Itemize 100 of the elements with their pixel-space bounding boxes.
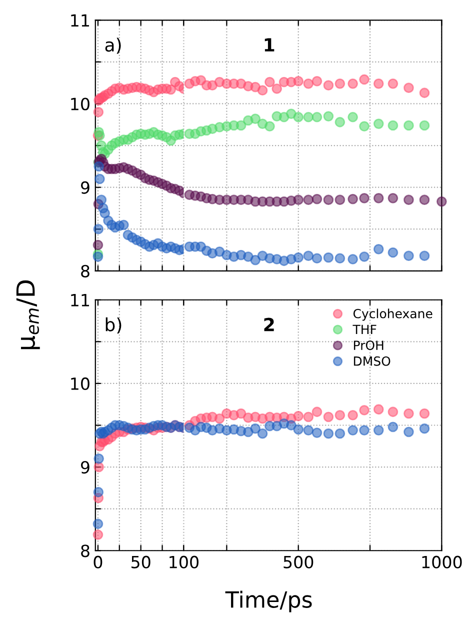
point bbox=[348, 112, 358, 122]
y-tick-label: 10 bbox=[71, 98, 90, 110]
y-tick-label: 8 bbox=[81, 544, 90, 558]
point bbox=[236, 120, 246, 131]
x-tick-label: 1000 bbox=[422, 556, 462, 568]
point bbox=[293, 112, 304, 122]
point bbox=[293, 410, 304, 422]
point bbox=[348, 78, 358, 89]
point bbox=[359, 192, 370, 204]
point bbox=[404, 426, 414, 438]
point bbox=[96, 194, 107, 206]
point bbox=[419, 250, 430, 262]
point bbox=[323, 111, 334, 122]
point bbox=[303, 250, 314, 262]
legend-label: PrOH bbox=[354, 340, 384, 350]
point bbox=[93, 224, 104, 234]
point bbox=[359, 74, 370, 85]
point bbox=[359, 121, 370, 132]
point bbox=[323, 412, 334, 422]
x-tick-label: 100 bbox=[170, 556, 198, 568]
point bbox=[312, 76, 322, 86]
point bbox=[404, 194, 414, 206]
point bbox=[334, 194, 346, 206]
point bbox=[293, 252, 304, 263]
point bbox=[94, 462, 104, 472]
point bbox=[419, 120, 430, 131]
point bbox=[264, 121, 275, 132]
point bbox=[348, 425, 358, 436]
point bbox=[373, 425, 384, 436]
point bbox=[419, 88, 430, 98]
annotation: a) bbox=[105, 38, 121, 54]
point bbox=[404, 120, 414, 131]
point bbox=[323, 194, 334, 206]
point bbox=[334, 428, 346, 439]
point bbox=[312, 112, 322, 122]
point bbox=[373, 118, 384, 129]
point bbox=[436, 196, 447, 207]
point bbox=[348, 254, 358, 264]
point bbox=[92, 530, 104, 540]
point bbox=[94, 174, 105, 184]
point bbox=[92, 251, 104, 262]
point bbox=[373, 404, 384, 415]
point bbox=[359, 251, 370, 262]
point bbox=[286, 420, 296, 430]
point bbox=[388, 192, 398, 204]
point bbox=[92, 240, 104, 250]
y-tick-label: 9 bbox=[80, 181, 90, 194]
point bbox=[257, 428, 268, 439]
x-tick-label: 0 bbox=[94, 556, 102, 568]
point bbox=[404, 408, 414, 419]
point bbox=[419, 423, 430, 434]
point bbox=[94, 161, 104, 172]
y-tick-label: 11 bbox=[71, 14, 89, 26]
point bbox=[419, 194, 430, 206]
point bbox=[334, 253, 346, 264]
point bbox=[303, 425, 314, 436]
point bbox=[303, 412, 314, 422]
point bbox=[312, 194, 322, 204]
point bbox=[373, 192, 384, 204]
point bbox=[388, 247, 398, 258]
point bbox=[250, 254, 261, 266]
point bbox=[93, 106, 104, 118]
point bbox=[250, 423, 261, 434]
point bbox=[312, 253, 322, 264]
point bbox=[373, 244, 384, 254]
point bbox=[388, 78, 398, 89]
point bbox=[359, 425, 370, 436]
point bbox=[118, 220, 129, 230]
point bbox=[323, 80, 334, 91]
point bbox=[359, 405, 370, 416]
y-axis-title: μ$_{em}$/D bbox=[16, 280, 40, 350]
point bbox=[388, 406, 398, 418]
point bbox=[312, 406, 322, 418]
legend-label: Cyclohexane bbox=[353, 308, 432, 321]
point bbox=[293, 76, 304, 86]
point bbox=[404, 82, 414, 94]
legend-label: THF bbox=[352, 324, 376, 334]
point bbox=[419, 408, 430, 419]
point bbox=[293, 194, 304, 206]
y-tick-label: 10 bbox=[71, 377, 90, 390]
point bbox=[93, 486, 104, 498]
point bbox=[323, 252, 334, 263]
x-tick-label: 50 bbox=[132, 556, 150, 568]
x-axis-title: Time/ps bbox=[225, 590, 312, 612]
point bbox=[303, 194, 314, 206]
text: 1 bbox=[264, 38, 274, 52]
point bbox=[348, 410, 358, 420]
point bbox=[214, 413, 225, 424]
point bbox=[293, 424, 304, 435]
point bbox=[92, 518, 104, 530]
point bbox=[94, 453, 104, 464]
point bbox=[312, 428, 322, 438]
y-tick-label: 11 bbox=[71, 294, 89, 306]
point bbox=[264, 76, 275, 88]
point bbox=[404, 250, 414, 262]
point bbox=[303, 112, 314, 122]
point bbox=[334, 116, 346, 128]
x-tick-label: 500 bbox=[284, 556, 314, 568]
legend-label: DMSO bbox=[354, 356, 390, 366]
point bbox=[348, 194, 358, 204]
